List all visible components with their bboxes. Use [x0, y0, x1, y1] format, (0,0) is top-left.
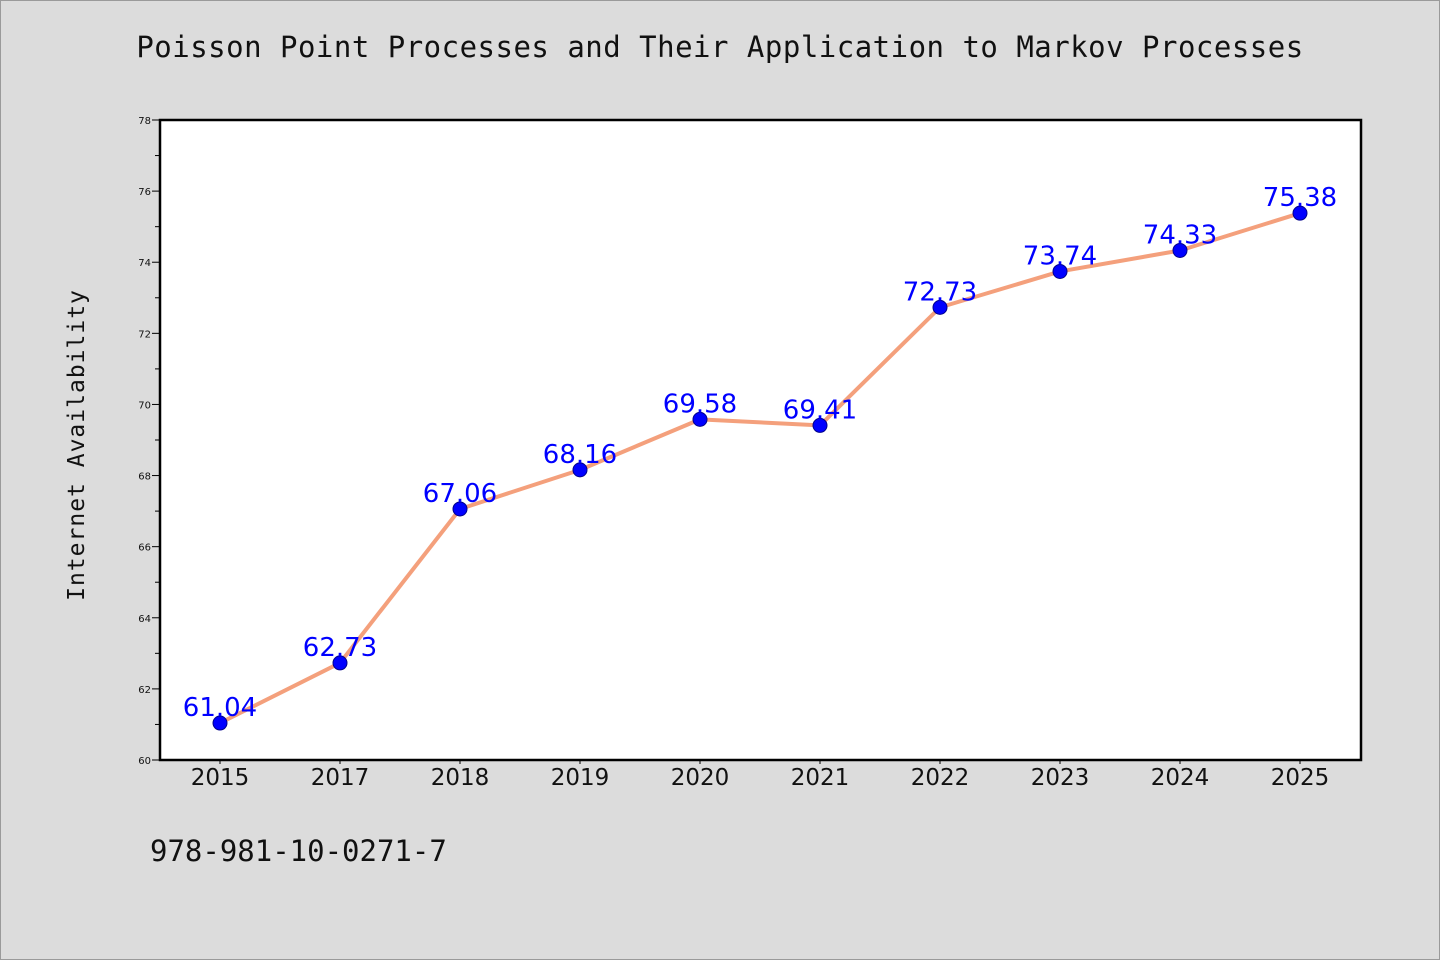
data-label: 74.33: [1143, 220, 1217, 250]
data-label: 67.06: [423, 479, 497, 509]
x-tick-label: 2023: [1031, 765, 1090, 791]
x-tick-label: 2020: [671, 765, 730, 791]
y-tick-label: 74: [138, 258, 151, 269]
chart-title: Poisson Point Processes and Their Applic…: [136, 30, 1304, 64]
y-tick-label: 66: [138, 543, 151, 554]
y-tick-label: 62: [138, 685, 151, 696]
data-label: 68.16: [543, 440, 617, 470]
y-tick-label: 68: [138, 472, 151, 483]
x-tick-label: 2019: [551, 765, 610, 791]
data-point: [212, 715, 228, 731]
y-tick-label: 60: [138, 756, 151, 767]
x-tick-label: 2021: [791, 765, 850, 791]
x-tick-label: 2022: [911, 765, 970, 791]
data-label: 69.58: [663, 389, 737, 419]
data-label: 62.73: [303, 633, 377, 663]
x-tick-label: 2015: [191, 765, 250, 791]
x-tick-label: 2024: [1151, 765, 1210, 791]
data-point: [932, 299, 948, 315]
y-axis-label: Internet Availability: [64, 289, 90, 601]
x-tick-label: 2017: [311, 765, 370, 791]
data-point: [692, 411, 708, 427]
data-point: [812, 417, 828, 433]
y-tick-label: 72: [138, 329, 151, 340]
x-tick-label: 2018: [431, 765, 490, 791]
data-label: 73.74: [1023, 241, 1097, 271]
y-tick-label: 70: [138, 400, 151, 411]
data-label: 69.41: [783, 395, 857, 425]
data-point: [1172, 242, 1188, 258]
data-point: [452, 501, 468, 517]
data-point: [1052, 263, 1068, 279]
plot-area: [158, 118, 1363, 762]
x-tick-label: 2025: [1271, 765, 1330, 791]
series-line: [218, 211, 1302, 726]
data-point: [572, 462, 588, 478]
data-label: 72.73: [903, 277, 977, 307]
y-tick-label: 78: [138, 116, 151, 127]
data-point: [1292, 205, 1308, 221]
data-label: 75.38: [1263, 183, 1337, 213]
y-tick-label: 64: [138, 614, 151, 625]
data-point: [332, 655, 348, 671]
isbn-code: 978-981-10-0271-7: [150, 834, 447, 868]
data-label: 61.04: [183, 693, 257, 723]
y-tick-label: 76: [138, 187, 151, 198]
